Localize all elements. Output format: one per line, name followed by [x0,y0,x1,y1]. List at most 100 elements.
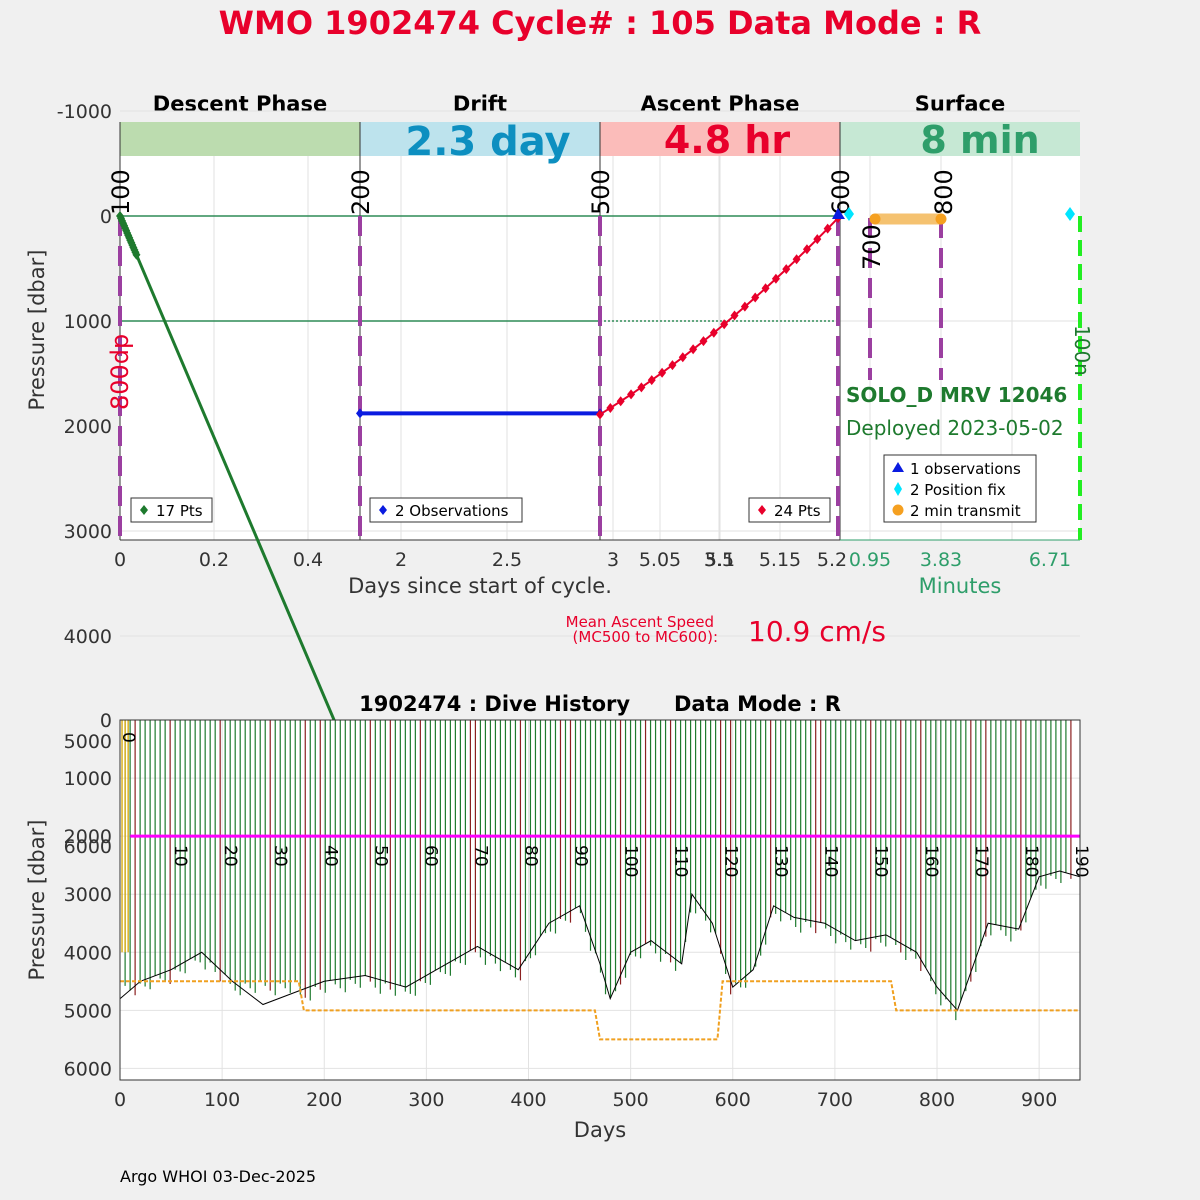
legend-surface-obs-marker [892,462,904,472]
mission-code-100: 100 [107,169,135,215]
legend-descent: 17 Pts [130,497,213,523]
ascent-point [616,396,625,407]
ascent-point [771,273,780,284]
bottom-x-tick-label: 800 [919,1089,955,1111]
top-y-tick-label: 5000 [64,731,112,753]
top-x-tick-label: 5.15 [759,549,801,571]
top-x-tick-labels: 0 0.2 0.4 2 2.5 3 3.5 5.05 5.1 5.15 5.2 0.95 3.83 6.7… [114,549,1071,571]
cycle-profile-lines [121,720,1072,1021]
cycle-number-label: 180 [1021,845,1041,877]
cycle-number-label: 110 [671,845,691,877]
ascent-point [730,310,739,321]
figure-title: WMO 1902474 Cycle# : 105 Data Mode : R [219,4,982,42]
descent-point [132,249,141,260]
bottom-x-tick-label: 200 [306,1089,342,1111]
cycle-number-label: 20 [220,845,240,867]
cycle-number-label: 60 [420,845,440,867]
cycle-number-label: 170 [971,845,991,877]
ascent-point [720,319,729,330]
legend-surface: 1 observations 2 Position fix 2 min tran… [883,454,1037,523]
cycle-number-label: 90 [570,845,590,867]
cycle-number-label: 70 [470,845,490,867]
descent-plot-area [120,122,360,540]
legend-ascent: 24 Pts [748,497,831,523]
cycle-number-label: 40 [320,845,340,867]
cycle-number-label: 130 [771,845,791,877]
ascent-point [782,264,791,275]
top-y-axis-label: Pressure [dbar] [25,250,49,411]
top-x-tick-label: 2 [395,549,407,571]
cycle-number-label: 0 [118,732,138,743]
bottom-y-tick-label: 2000 [64,826,112,848]
phase-band-descent [120,122,360,156]
drift-plot-area [360,122,600,540]
phase-band-drift [360,122,600,156]
ascent-point [699,336,708,347]
mean-ascent-label-2: (MC500 to MC600): [573,628,718,646]
descent-points [116,211,141,260]
ascent-point [668,360,677,371]
cycle-number-label: 50 [370,845,390,867]
bottom-y-tick-label: 3000 [64,884,112,906]
drift-point [356,408,364,419]
ascent-point [637,382,646,393]
mission-code-500: 500 [587,169,615,215]
top-x-tick-label: 0 [114,549,126,571]
bottom-x-tick-label: 500 [613,1089,649,1111]
footer-credit: Argo WHOI 03-Dec-2025 [120,1167,316,1186]
legend-descent-marker [140,505,148,515]
top-x-tick-label: 0.95 [849,549,891,571]
bottom-y-tick-label: 0 [100,710,112,732]
bottom-x-tick-label: 100 [204,1089,240,1111]
top-y-tick-label: 1000 [64,311,112,333]
position-fix-marker [844,207,854,221]
phase-stat-drift: 2.3 day [405,119,570,165]
top-x-tick-label: 5.1 [705,549,735,571]
legend-surface-obs-label: 1 observations [910,460,1021,478]
surface-x-axis-label: Minutes [919,574,1002,598]
top-y-tick-label: 0 [100,206,112,228]
cycle-number-label: 140 [821,845,841,877]
phase-band-ascent [600,122,840,156]
bottom-y-tick-label: 1000 [64,768,112,790]
top-x-tick-label: 6.71 [1029,549,1071,571]
ascent-point [689,344,698,355]
ascent-point [596,409,604,420]
ascent-point [709,327,718,338]
bottom-x-tick-label: 300 [408,1089,444,1111]
top-y-tick-label: 6000 [64,836,112,858]
cycle-number-label: 120 [721,845,741,877]
cycle-number-label: 80 [520,845,540,867]
bottom-y-axis-label: Pressure [dbar] [25,820,49,981]
mission-code-700: 700 [858,224,886,270]
park-depth-line [120,980,1080,1041]
legend-surface-transmit-marker [892,504,904,516]
mean-ascent-value: 10.9 cm/s [748,615,886,648]
descent-profile-line [118,215,366,792]
cycle-number-label: 30 [270,845,290,867]
top-x-tick-label: 0.4 [293,549,323,571]
mission-code-600: 600 [827,169,855,215]
top-x-tick-label: 2.5 [492,549,522,571]
deployed-date: Deployed 2023-05-02 [846,416,1064,440]
phase-name-drift: Drift [453,92,507,116]
phase-stat-surface: 8 min [920,118,1039,162]
ascent-point [647,375,656,386]
float-model: SOLO_D MRV 12046 [846,383,1067,407]
top-x-tick-label: 3 [607,549,619,571]
transmit-end-marker [935,213,947,225]
label-800dp: 800dp [106,334,134,410]
ascent-point [792,254,801,265]
bottom-x-axis-label: Days [574,1118,626,1142]
surface-observation-marker [832,208,845,219]
transmit-start-marker [869,213,881,225]
ascent-point [751,292,760,303]
bottom-panel: 1902474 : Dive History Data Mode : R 0 10… [25,692,1091,1142]
phase-name-descent: Descent Phase [153,92,327,116]
top-y-tick-labels: -1000 0 1000 2000 3000 4000 5000 6000 [57,101,112,858]
top-x-tick-label: 3.83 [920,549,962,571]
top-y-tick-label: 3000 [64,521,112,543]
legend-drift-label: 2 Observations [395,502,509,520]
ascent-points [596,213,842,420]
